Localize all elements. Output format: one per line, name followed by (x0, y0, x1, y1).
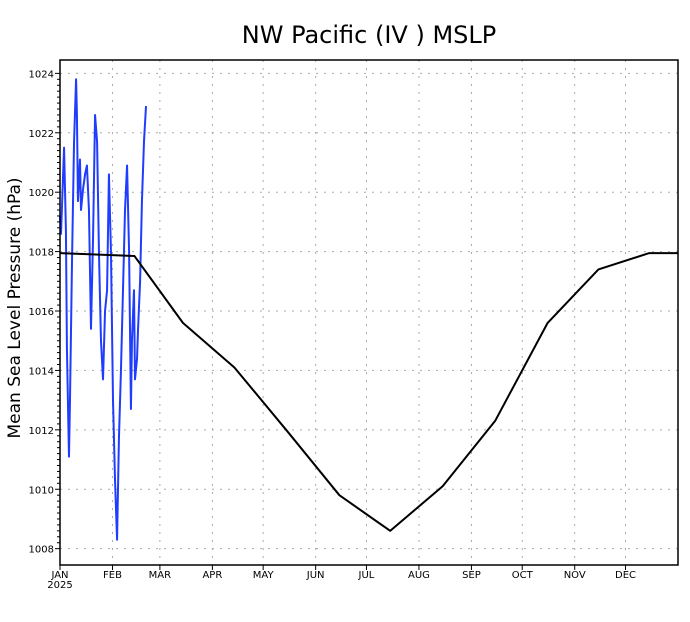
series-line-2025 (59, 78, 148, 541)
x-tick-label: JUN (306, 570, 325, 581)
y-tick-label: 1014 (29, 366, 54, 377)
y-tick-label: 1018 (29, 248, 54, 259)
y-tick-label: 1010 (29, 485, 54, 496)
series-line-climatology (59, 252, 678, 532)
x-tick-label: AUG (408, 570, 430, 581)
y-tick-label: 1016 (29, 307, 54, 318)
y-tick-label: 1020 (29, 188, 54, 199)
x-tick-label: MAR (149, 570, 171, 581)
chart-title: NW Pacific (IV ) MSLP (242, 21, 496, 49)
year-label: 2025 (47, 580, 72, 591)
x-tick-label: APR (202, 570, 222, 581)
y-tick-label: 1022 (29, 129, 54, 140)
y-tick-label: 1024 (29, 69, 54, 80)
y-axis-label: Mean Sea Level Pressure (hPa) (5, 177, 25, 438)
x-tick-label: OCT (512, 570, 534, 581)
y-tick-label: 1012 (29, 426, 54, 437)
x-tick-label: JUL (358, 570, 375, 581)
x-tick-label: JAN (50, 570, 68, 581)
y-tick-label: 1008 (29, 545, 54, 556)
plot-frame (59, 59, 679, 566)
x-tick-label: FEB (103, 570, 122, 581)
x-tick-label: DEC (615, 570, 636, 581)
x-tick-label: SEP (462, 570, 481, 581)
x-tick-label: MAY (253, 570, 275, 581)
x-tick-label: NOV (564, 570, 586, 581)
